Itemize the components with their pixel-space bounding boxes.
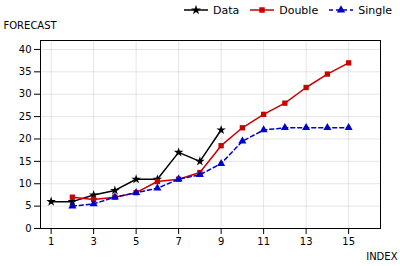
- svg-text:35: 35: [19, 66, 32, 77]
- svg-text:0: 0: [25, 223, 31, 234]
- svg-text:9: 9: [218, 236, 224, 247]
- html-text:Data: Data: [212, 3, 240, 17]
- svg-text:15: 15: [19, 156, 32, 167]
- html-text:Double: Double: [279, 3, 319, 17]
- svg-text:FORECAST: FORECAST: [4, 20, 58, 31]
- svg-text:INDEX: INDEX: [366, 251, 397, 262]
- svg-text:30: 30: [19, 88, 32, 99]
- svg-text:5: 5: [133, 236, 139, 247]
- svg-text:25: 25: [19, 111, 32, 122]
- svg-text:10: 10: [19, 178, 32, 189]
- svg-text:1: 1: [48, 236, 54, 247]
- html-text:Single: Single: [358, 3, 392, 17]
- svg-text:15: 15: [342, 236, 355, 247]
- svg-text:13: 13: [300, 236, 313, 247]
- svg-text:3: 3: [90, 236, 96, 247]
- svg-text:5: 5: [25, 200, 31, 211]
- svg-text:20: 20: [19, 133, 32, 144]
- svg-text:40: 40: [19, 44, 32, 55]
- svg-text:7: 7: [175, 236, 181, 247]
- svg-text:11: 11: [257, 236, 270, 247]
